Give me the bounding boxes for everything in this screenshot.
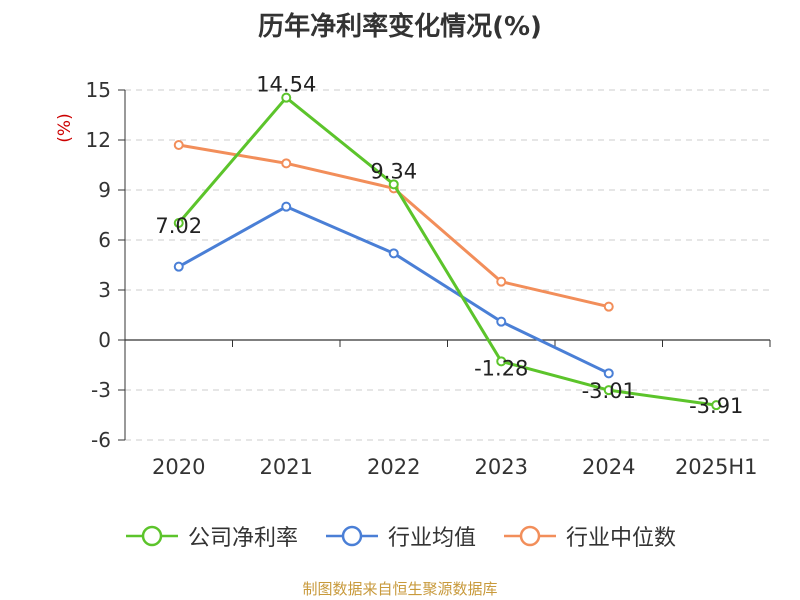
x-tick-label: 2024 (582, 455, 635, 479)
data-label: -3.91 (689, 394, 743, 418)
legend-label: 行业均值 (387, 526, 476, 551)
data-point (281, 158, 292, 169)
data-label: -3.01 (582, 379, 636, 403)
x-tick-label: 2023 (475, 455, 528, 479)
x-tick-label: 2025H1 (675, 455, 758, 479)
legend-swatch (504, 525, 556, 547)
data-point (603, 301, 614, 312)
data-point (173, 218, 184, 228)
data-label: -1.28 (474, 356, 528, 380)
y-tick-label: 3 (98, 278, 111, 302)
data-point (388, 179, 399, 190)
legend-item: 公司净利率 (124, 520, 298, 552)
y-tick-label: 15 (86, 78, 111, 102)
data-point (496, 356, 507, 367)
data-point (173, 261, 184, 272)
series-layer (173, 92, 722, 411)
data-point (496, 316, 507, 327)
series-line (177, 96, 717, 407)
legend: 公司净利率 行业均值 行业中位数 (0, 520, 800, 552)
x-tick-label: 2021 (260, 455, 313, 479)
x-tick-label: 2020 (152, 455, 205, 479)
data-label: 7.02 (155, 214, 202, 238)
data-point (173, 140, 184, 150)
legend-label: 行业中位数 (566, 526, 677, 551)
legend-item: 行业均值 (324, 520, 476, 552)
data-point (496, 276, 507, 287)
legend-label: 公司净利率 (187, 526, 298, 551)
data-point (281, 201, 292, 212)
y-axis-label: (%) (55, 113, 75, 142)
legend-swatch (325, 525, 378, 547)
data-point (711, 400, 722, 411)
data-point (603, 368, 614, 379)
y-tick-label: -6 (91, 428, 111, 452)
data-label: 14.54 (256, 73, 316, 97)
data-point (281, 92, 292, 103)
y-tick-label: 12 (86, 128, 111, 152)
y-tick-label: 9 (98, 178, 111, 202)
y-tick-label: 6 (98, 228, 111, 252)
data-point (603, 385, 614, 396)
x-tick-label: 2022 (367, 455, 420, 479)
source-note: 制图数据来自恒生聚源数据库 (302, 580, 498, 598)
chart-title: 历年净利率变化情况(%) (258, 12, 542, 42)
data-label: 9.34 (370, 159, 417, 183)
y-tick-label: 0 (98, 328, 111, 352)
grid-layer (125, 89, 770, 441)
legend-swatch (125, 525, 178, 547)
data-point (388, 248, 399, 259)
legend-item: 行业中位数 (502, 520, 676, 552)
label-layer: 7.02 14.54 9.34 -1.28 -3.01 -3.91 (155, 73, 743, 418)
axis-layer: 15 12 9 6 3 0 -3 -6 2020 2021 2022 2023 2024 2025H1 (86, 78, 771, 479)
y-tick-label: -3 (91, 378, 111, 402)
